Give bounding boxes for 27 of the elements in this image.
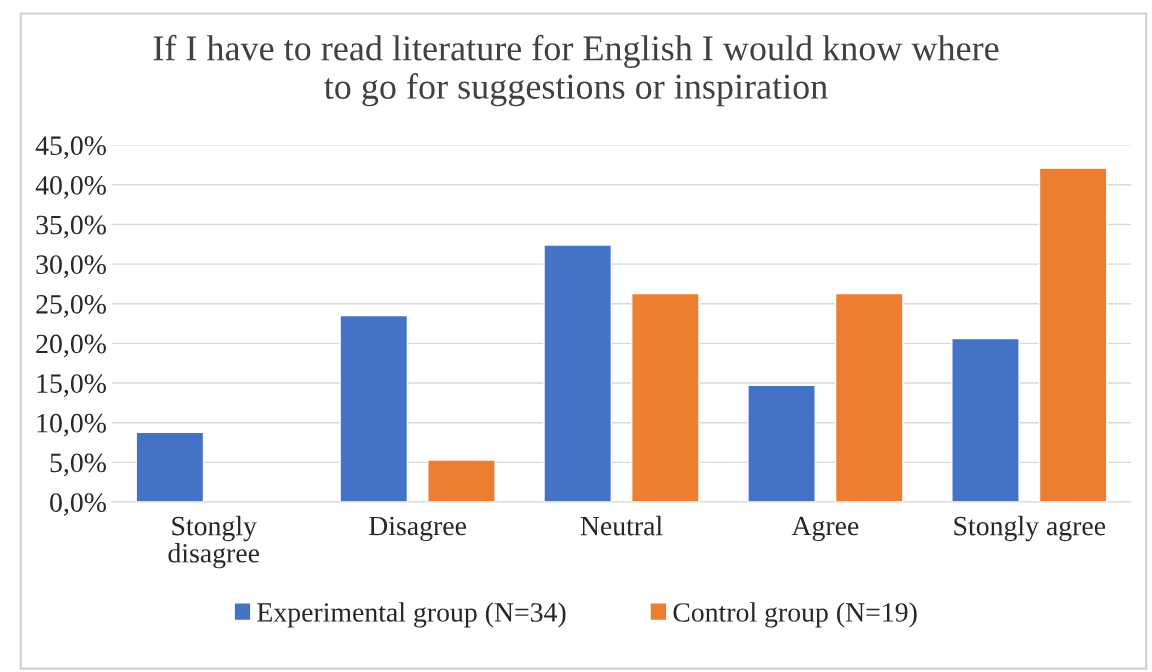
x-tick-label: Neutral xyxy=(580,515,663,536)
x-tick-label: Stongly disagree xyxy=(168,515,259,569)
y-tick-label: 5,0% xyxy=(50,453,106,477)
y-tick-label: 30,0% xyxy=(36,255,106,278)
y-tick-label: 40,0% xyxy=(35,175,106,199)
bar xyxy=(543,244,613,502)
y-tick-label: 25,0% xyxy=(36,294,106,318)
y-tick-label: 35,0% xyxy=(36,215,106,239)
bar xyxy=(1038,167,1108,502)
y-tick-label: 20,0% xyxy=(36,334,106,358)
bar xyxy=(135,431,205,502)
bar xyxy=(951,337,1020,502)
bar xyxy=(834,292,904,502)
bar xyxy=(631,292,700,502)
x-tick-label: Stongly agree xyxy=(954,515,1106,542)
y-tick-label: 45,0% xyxy=(35,136,106,160)
x-tick-label: Disagree xyxy=(369,516,466,542)
y-tick-label: 10,0% xyxy=(37,413,106,437)
bar xyxy=(427,459,496,502)
legend-label: Control group (N=19) xyxy=(673,602,917,628)
bar xyxy=(747,384,816,502)
x-tick-label: Agree xyxy=(791,516,859,542)
y-tick-label: 15,0% xyxy=(37,374,106,397)
chart-title: If I have to read literature for English I would know where to go for suggestions or inspiration xyxy=(153,34,999,107)
bar xyxy=(339,314,409,502)
legend-label: Experimental group (N=34) xyxy=(257,602,566,628)
y-tick-label: 0,0% xyxy=(50,493,106,516)
